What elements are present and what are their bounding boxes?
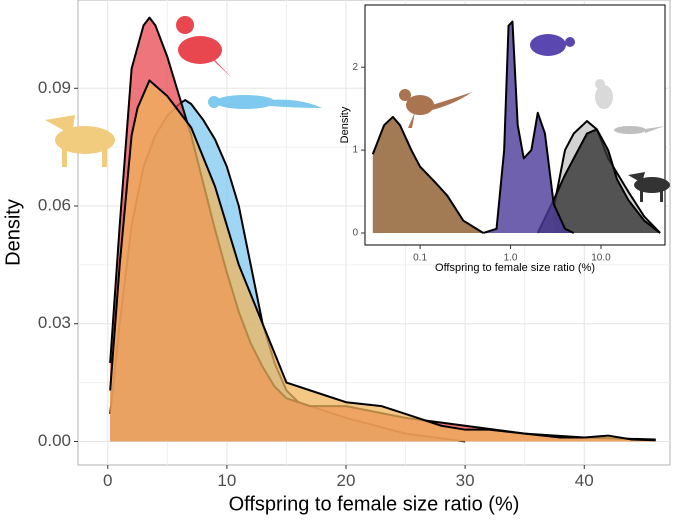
icon-wolf bbox=[45, 115, 115, 167]
density-line bbox=[483, 20, 575, 234]
x-tick-label: 20 bbox=[337, 471, 356, 490]
y-tick-label: 0.06 bbox=[38, 195, 71, 214]
density-area bbox=[483, 21, 574, 233]
density-area bbox=[537, 129, 661, 233]
icon-bird bbox=[176, 16, 232, 78]
x-tick-label: 0.1 bbox=[413, 253, 427, 264]
inset-plot: 0.1 1.0 10.0 0 1 2 Offspring to female size ra… bbox=[339, 20, 661, 274]
y-axis-label: Density bbox=[2, 199, 24, 266]
y-axis-label: Density bbox=[339, 106, 351, 143]
density-area bbox=[110, 80, 656, 442]
y-tick-label: 0 bbox=[352, 228, 358, 239]
icon-lizard-gray bbox=[614, 126, 665, 134]
x-axis-label: Offspring to female size ratio (%) bbox=[435, 262, 595, 274]
icon-wolf-dark bbox=[628, 172, 670, 202]
x-tick-label: 1.0 bbox=[504, 253, 518, 264]
x-tick-label: 40 bbox=[575, 471, 594, 490]
icon-kangaroo bbox=[399, 89, 472, 128]
x-tick-label: 10.0 bbox=[591, 253, 611, 264]
y-tick-label: 1 bbox=[352, 145, 358, 156]
x-tick-label: 10 bbox=[217, 471, 236, 490]
y-tick-label: 0.00 bbox=[38, 431, 71, 450]
density-line bbox=[109, 79, 656, 442]
main-icons bbox=[45, 16, 322, 167]
y-tick-label: 0.09 bbox=[38, 78, 71, 97]
x-tick-label: 0 bbox=[103, 471, 112, 490]
x-tick-label: 30 bbox=[456, 471, 475, 490]
density-line bbox=[536, 128, 661, 234]
icon-lizard bbox=[208, 95, 322, 109]
y-tick-label: 0.03 bbox=[38, 313, 71, 332]
x-axis-label: Offspring to female size ratio (%) bbox=[229, 493, 520, 515]
density-line bbox=[371, 115, 484, 234]
icon-bird-gray bbox=[595, 79, 613, 109]
icon-turtle bbox=[530, 34, 575, 56]
inset-icons bbox=[399, 34, 670, 202]
y-tick-label: 2 bbox=[352, 62, 358, 73]
